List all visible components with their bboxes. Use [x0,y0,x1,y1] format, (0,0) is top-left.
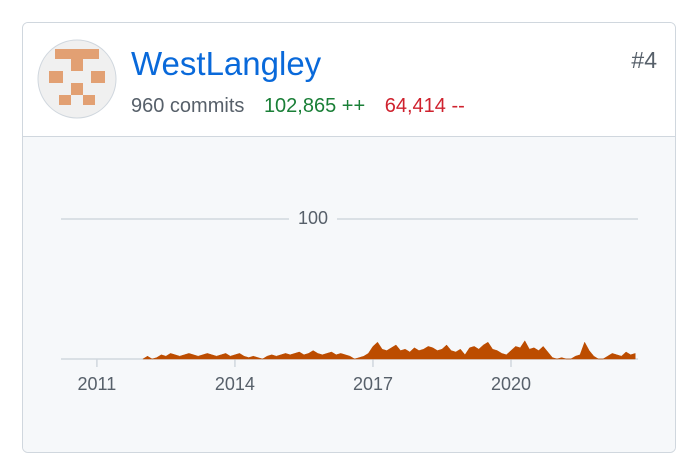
additions: 102,865 ++ [263,95,366,117]
rank: #4 [631,47,657,73]
label-background [289,209,337,229]
deletions: 64,414 -- [384,95,465,117]
x-tick-label: 2017 [353,374,393,394]
user-name[interactable]: WestLangley [131,45,322,82]
x-tick-label: 2011 [78,374,117,394]
commit-count[interactable]: 960 commits [131,95,245,117]
contributor-card: 100 2011 2014 2017 2020 WestLangley #4 960 c… [22,22,676,453]
x-tick-label: 2020 [491,374,531,394]
y-tick-label: 100 [298,208,328,228]
avatar[interactable] [37,39,117,119]
chart: 100 2011 2014 2017 2020 [23,137,675,452]
contribution-area [142,340,636,360]
x-tick-label: 2014 [215,374,255,394]
stats: 960 commits 102,865 ++ 64,414 -- [131,95,479,118]
card-header: WestLangley #4 960 commits 102,865 ++ 64… [23,23,675,137]
chart-background [23,137,675,452]
